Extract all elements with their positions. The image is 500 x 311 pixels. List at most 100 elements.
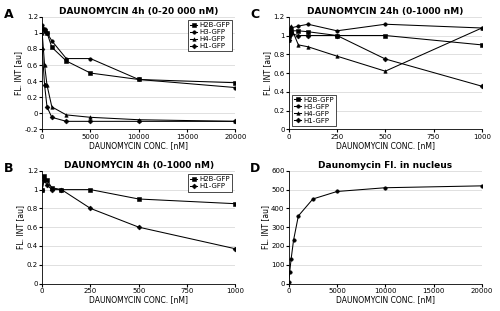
H2B-GFP — [88, 188, 94, 192]
H3-GFP — [382, 22, 388, 26]
H3-GFP — [288, 26, 294, 30]
X-axis label: DAUNOMYCIN CONC. [nM]: DAUNOMYCIN CONC. [nM] — [90, 141, 188, 150]
H4-GFP — [305, 45, 311, 49]
H1-GFP — [88, 207, 94, 210]
H3-GFP — [305, 22, 311, 26]
Legend: H2B-GFP, H3-GFP, H4-GFP, H1-GFP: H2B-GFP, H3-GFP, H4-GFP, H1-GFP — [188, 20, 232, 52]
H3-GFP — [232, 86, 238, 89]
H4-GFP — [288, 24, 294, 28]
H3-GFP — [88, 57, 94, 60]
H4-GFP — [39, 31, 45, 35]
Fl — [288, 257, 294, 261]
Text: C: C — [250, 8, 259, 21]
H2B-GFP — [136, 197, 142, 201]
H1-GFP — [49, 115, 55, 119]
X-axis label: DAUNOMYCIN CONC. [nM]: DAUNOMYCIN CONC. [nM] — [90, 295, 188, 304]
H2B-GFP — [64, 59, 70, 63]
H2B-GFP — [305, 30, 311, 34]
H3-GFP — [64, 57, 70, 60]
H2B-GFP — [41, 174, 47, 177]
H4-GFP — [232, 119, 238, 123]
Fl — [296, 214, 302, 218]
H1-GFP — [44, 183, 50, 187]
H1-GFP — [136, 119, 142, 123]
H1-GFP — [296, 34, 302, 37]
H1-GFP — [49, 188, 55, 192]
H2B-GFP — [44, 31, 50, 35]
H3-GFP — [44, 31, 50, 35]
Title: DAUNOMYCIN 24h (0-1000 nM): DAUNOMYCIN 24h (0-1000 nM) — [307, 7, 464, 16]
H2B-GFP — [42, 29, 48, 33]
H1-GFP — [44, 105, 50, 109]
H2B-GFP — [232, 202, 238, 206]
H3-GFP — [296, 24, 302, 28]
H3-GFP — [479, 26, 485, 30]
H3-GFP — [334, 29, 340, 33]
H3-GFP — [136, 78, 142, 81]
H1-GFP — [232, 119, 238, 123]
Text: D: D — [250, 162, 260, 175]
Line: H4-GFP: H4-GFP — [40, 31, 237, 123]
H4-GFP — [382, 69, 388, 73]
H1-GFP — [305, 34, 311, 37]
H1-GFP — [41, 178, 47, 182]
H4-GFP — [334, 54, 340, 58]
H2B-GFP — [49, 186, 55, 190]
H4-GFP — [49, 105, 55, 109]
Fl — [286, 270, 292, 274]
H1-GFP — [136, 225, 142, 229]
H4-GFP — [136, 118, 142, 122]
H4-GFP — [296, 43, 302, 47]
Line: H1-GFP: H1-GFP — [40, 179, 237, 250]
Text: A: A — [4, 8, 13, 21]
Text: B: B — [4, 162, 13, 175]
H4-GFP — [88, 115, 94, 119]
Legend: H2B-GFP, H3-GFP, H4-GFP, H1-GFP: H2B-GFP, H3-GFP, H4-GFP, H1-GFP — [292, 95, 336, 126]
Fl — [334, 190, 340, 193]
Line: H1-GFP: H1-GFP — [40, 47, 237, 123]
Line: H2B-GFP: H2B-GFP — [40, 27, 237, 85]
Fl — [479, 184, 485, 188]
H3-GFP — [286, 34, 292, 37]
H1-GFP — [39, 47, 45, 51]
Y-axis label: FL. INT [au]: FL. INT [au] — [16, 205, 26, 249]
Title: Daunomycin Fl. in nucleus: Daunomycin Fl. in nucleus — [318, 161, 452, 170]
H2B-GFP — [382, 34, 388, 37]
H1-GFP — [58, 188, 64, 192]
H2B-GFP — [296, 29, 302, 33]
H1-GFP — [39, 188, 45, 192]
H3-GFP — [49, 39, 55, 43]
Fl — [286, 280, 292, 284]
H4-GFP — [64, 113, 70, 117]
H1-GFP — [382, 57, 388, 61]
H1-GFP — [334, 34, 340, 37]
Line: Fl: Fl — [287, 184, 484, 283]
H4-GFP — [479, 26, 485, 30]
H2B-GFP — [479, 43, 485, 47]
H3-GFP — [39, 23, 45, 27]
H2B-GFP — [44, 178, 50, 182]
H2B-GFP — [136, 78, 142, 81]
H1-GFP — [288, 32, 294, 35]
Line: H3-GFP: H3-GFP — [40, 23, 237, 89]
Line: H3-GFP: H3-GFP — [287, 22, 484, 37]
H2B-GFP — [49, 45, 55, 49]
Legend: H2B-GFP, H1-GFP: H2B-GFP, H1-GFP — [188, 174, 232, 192]
H2B-GFP — [39, 27, 45, 31]
H2B-GFP — [288, 29, 294, 33]
Y-axis label: FL. INT [au]: FL. INT [au] — [14, 51, 23, 95]
H4-GFP — [42, 63, 48, 67]
H1-GFP — [42, 83, 48, 87]
H1-GFP — [286, 38, 292, 42]
Fl — [290, 239, 296, 242]
Line: H2B-GFP: H2B-GFP — [287, 29, 484, 47]
H1-GFP — [88, 119, 94, 123]
X-axis label: DAUNOMYCIN CONC. [nM]: DAUNOMYCIN CONC. [nM] — [336, 295, 435, 304]
H2B-GFP — [334, 34, 340, 37]
Line: H1-GFP: H1-GFP — [287, 32, 484, 88]
H2B-GFP — [58, 188, 64, 192]
H4-GFP — [44, 83, 50, 87]
H1-GFP — [479, 84, 485, 88]
H4-GFP — [286, 38, 292, 42]
Fl — [382, 186, 388, 190]
